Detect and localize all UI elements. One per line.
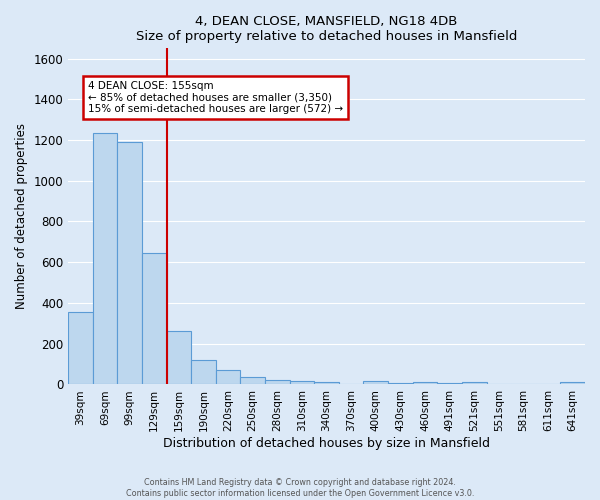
Bar xyxy=(560,382,585,384)
Bar xyxy=(142,253,167,384)
Title: 4, DEAN CLOSE, MANSFIELD, NG18 4DB
Size of property relative to detached houses : 4, DEAN CLOSE, MANSFIELD, NG18 4DB Size … xyxy=(136,15,517,43)
Bar xyxy=(364,382,388,384)
Bar xyxy=(265,380,290,384)
Bar xyxy=(290,382,314,384)
Bar xyxy=(314,382,339,384)
Text: 4 DEAN CLOSE: 155sqm
← 85% of detached houses are smaller (3,350)
15% of semi-de: 4 DEAN CLOSE: 155sqm ← 85% of detached h… xyxy=(88,81,343,114)
Bar xyxy=(462,382,487,384)
Text: Contains HM Land Registry data © Crown copyright and database right 2024.
Contai: Contains HM Land Registry data © Crown c… xyxy=(126,478,474,498)
Y-axis label: Number of detached properties: Number of detached properties xyxy=(15,124,28,310)
Bar xyxy=(118,142,142,384)
X-axis label: Distribution of detached houses by size in Mansfield: Distribution of detached houses by size … xyxy=(163,437,490,450)
Bar xyxy=(191,360,216,384)
Bar xyxy=(93,133,118,384)
Bar xyxy=(216,370,241,384)
Bar xyxy=(167,332,191,384)
Bar xyxy=(241,378,265,384)
Bar xyxy=(413,382,437,384)
Bar xyxy=(68,312,93,384)
